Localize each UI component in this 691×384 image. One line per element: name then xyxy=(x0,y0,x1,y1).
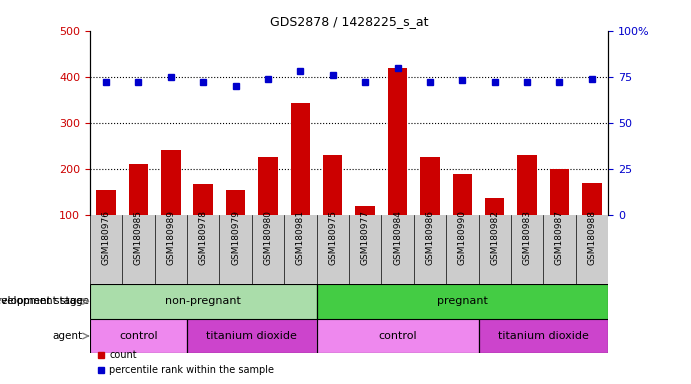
Bar xyxy=(316,319,478,353)
Bar xyxy=(582,183,602,215)
Bar xyxy=(193,184,213,215)
Bar xyxy=(388,68,407,215)
Text: titanium dioxide: titanium dioxide xyxy=(207,331,297,341)
Bar xyxy=(485,197,504,215)
Bar xyxy=(420,157,439,215)
Bar xyxy=(226,190,245,215)
Text: agent: agent xyxy=(53,331,83,341)
Text: development stage: development stage xyxy=(0,296,89,306)
Bar xyxy=(258,157,278,215)
Bar xyxy=(316,284,608,319)
Bar xyxy=(90,319,187,353)
Bar xyxy=(355,206,375,215)
Text: titanium dioxide: titanium dioxide xyxy=(498,331,589,341)
Bar xyxy=(187,319,316,353)
Legend: count, percentile rank within the sample: count, percentile rank within the sample xyxy=(95,346,278,379)
Text: non-pregnant: non-pregnant xyxy=(165,296,241,306)
Bar xyxy=(316,284,608,319)
Bar xyxy=(478,319,608,353)
Title: GDS2878 / 1428225_s_at: GDS2878 / 1428225_s_at xyxy=(269,15,428,28)
Bar xyxy=(518,155,537,215)
Bar xyxy=(90,319,187,353)
Bar xyxy=(291,103,310,215)
Text: control: control xyxy=(119,331,158,341)
Text: development stage: development stage xyxy=(0,296,83,306)
Bar xyxy=(316,319,478,353)
Bar xyxy=(90,284,316,319)
Text: pregnant: pregnant xyxy=(437,296,488,306)
Bar xyxy=(90,284,316,319)
Bar xyxy=(478,319,608,353)
Bar xyxy=(323,155,343,215)
Bar xyxy=(550,169,569,215)
Bar xyxy=(161,150,180,215)
Bar xyxy=(96,190,115,215)
Bar xyxy=(129,164,148,215)
Bar xyxy=(453,174,472,215)
Bar xyxy=(187,319,316,353)
Text: control: control xyxy=(378,331,417,341)
